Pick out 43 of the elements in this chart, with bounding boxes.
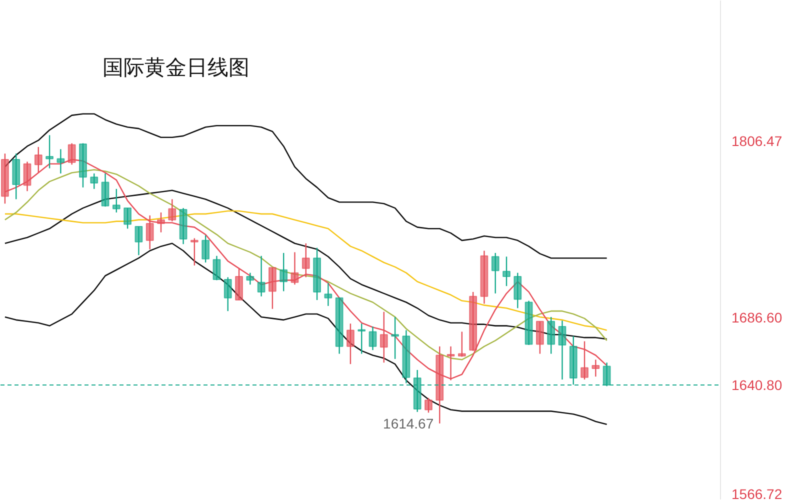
candlestick — [536, 320, 544, 354]
candlestick — [224, 276, 232, 312]
candlestick — [558, 320, 566, 380]
candlestick — [212, 255, 221, 281]
candlestick — [268, 267, 276, 310]
candlestick — [56, 148, 65, 174]
candlestick — [592, 359, 600, 378]
candlestick — [368, 326, 377, 351]
candlestick — [257, 255, 266, 297]
ref-line-label: 1640.80 — [732, 376, 782, 393]
y-tick-label: 1566.72 — [732, 486, 782, 502]
candlestick — [112, 188, 120, 214]
candlestick — [90, 172, 98, 190]
candlestick — [514, 272, 522, 309]
candlestick — [346, 323, 354, 365]
candlestick — [502, 256, 510, 287]
candlestick — [101, 172, 110, 208]
candlestick — [380, 311, 388, 364]
candlestick — [302, 242, 310, 278]
candlestick — [23, 161, 32, 192]
candlestick — [157, 212, 165, 233]
candlestick — [235, 268, 243, 301]
candlestick — [246, 272, 254, 286]
candlestick — [324, 282, 332, 307]
candlestick — [391, 316, 400, 360]
candlestick — [424, 397, 432, 414]
y-tick-label: 1806.47 — [732, 133, 782, 150]
candlestick — [124, 207, 132, 230]
candlestick — [190, 238, 198, 266]
candlestick — [280, 252, 288, 292]
candlestick — [491, 252, 500, 294]
candlestick — [146, 214, 154, 250]
candlestick — [290, 252, 299, 286]
y-tick-label: 1686.60 — [732, 310, 782, 326]
candlestick — [547, 316, 556, 354]
candlestick — [202, 234, 210, 264]
candlestick — [46, 134, 54, 169]
text: 国际黄金日线图 — [102, 56, 250, 80]
candlestick — [168, 198, 176, 222]
candlestick — [458, 331, 466, 358]
annotation: 1614.67 — [383, 415, 434, 432]
candlestick — [358, 323, 366, 354]
candlestick — [134, 226, 143, 256]
